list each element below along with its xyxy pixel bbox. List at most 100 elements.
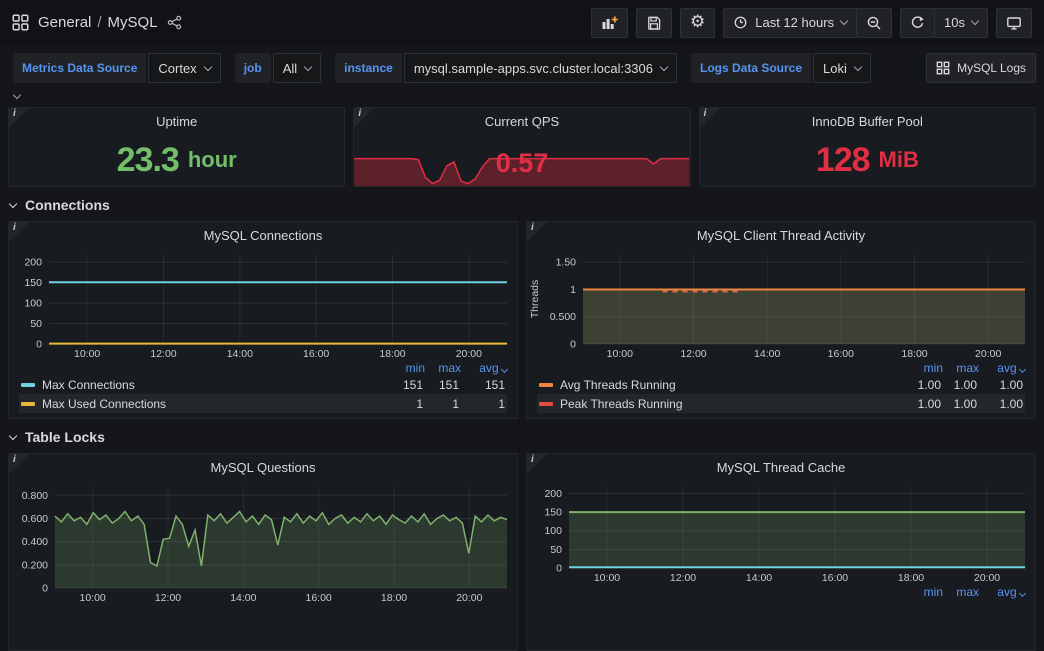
breadcrumb-dashboard[interactable]: MySQL bbox=[107, 14, 158, 31]
panel-info-icon[interactable]: i bbox=[699, 108, 720, 128]
panel-title[interactable]: Current QPS bbox=[484, 114, 560, 129]
dashboard-variables-row: Metrics Data Source Cortex job All insta… bbox=[0, 45, 1044, 83]
panel-info-icon[interactable]: i bbox=[527, 454, 547, 474]
thread-cache-graph[interactable]: 10:00 12:00 14:00 16:00 18:00 20:00 0 50 100 150 2… bbox=[527, 480, 1035, 584]
stat-number: 23.3 bbox=[116, 140, 180, 179]
legend-col-max[interactable]: max bbox=[956, 360, 979, 375]
series-max: 1.00 bbox=[953, 396, 977, 411]
thread-activity-graph[interactable]: 10:00 12:00 14:00 16:00 18:00 20:00 0 0.500 1 1.5… bbox=[527, 248, 1035, 360]
panel-info-icon[interactable]: i bbox=[527, 222, 547, 242]
table-locks-row: i MySQL Questions 10:00 12:00 14:00 16:00 18… bbox=[8, 453, 1036, 651]
dashboard-settings-button[interactable]: ⚙ bbox=[680, 7, 716, 38]
row-collapse-toggle[interactable] bbox=[8, 83, 1036, 107]
panel-mysql-questions: i MySQL Questions 10:00 12:00 14:00 16:00 18… bbox=[8, 453, 518, 651]
instance-dropdown[interactable]: mysql.sample-apps.svc.cluster.local:3306 bbox=[403, 53, 677, 83]
legend-col-min[interactable]: min bbox=[923, 360, 943, 375]
mysql-questions-graph[interactable]: 10:00 12:00 14:00 16:00 18:00 20:00 0 0.200 0.40… bbox=[9, 480, 517, 604]
series-min: 151 bbox=[402, 377, 423, 392]
uptime-value: 23.3 hour bbox=[9, 134, 344, 186]
legend: min max avg Avg Threads Running 1.00 1.0… bbox=[527, 360, 1035, 413]
svg-text:10:00: 10:00 bbox=[607, 348, 633, 360]
series-min: 1.00 bbox=[917, 377, 941, 392]
legend-series-toggle[interactable]: Peak Threads Running bbox=[539, 397, 905, 411]
panel-title[interactable]: MySQL Client Thread Activity bbox=[696, 228, 866, 243]
legend-col-min[interactable]: min bbox=[405, 360, 425, 375]
legend-row-max-connections: Max Connections 151 151 151 bbox=[19, 375, 507, 394]
add-panel-button[interactable] bbox=[591, 7, 628, 38]
series-name: Max Used Connections bbox=[42, 396, 167, 411]
panel-title[interactable]: MySQL Thread Cache bbox=[716, 460, 846, 475]
panel-info-icon[interactable]: i bbox=[9, 108, 29, 128]
share-icon[interactable] bbox=[167, 15, 182, 30]
legend-col-avg[interactable]: avg bbox=[979, 361, 1027, 375]
series-swatch bbox=[21, 401, 35, 406]
job-dropdown[interactable]: All bbox=[272, 53, 322, 83]
chevron-down-icon bbox=[1018, 365, 1027, 373]
svg-text:200: 200 bbox=[24, 257, 42, 269]
section-connections[interactable]: Connections bbox=[8, 195, 1036, 215]
svg-text:50: 50 bbox=[550, 544, 562, 556]
zoom-out-icon bbox=[867, 16, 881, 29]
svg-text:20:00: 20:00 bbox=[975, 348, 1001, 360]
section-table-locks[interactable]: Table Locks bbox=[8, 427, 1036, 447]
refresh-button[interactable] bbox=[900, 7, 936, 38]
legend-header: min max avg bbox=[19, 360, 509, 375]
svg-text:100: 100 bbox=[544, 525, 562, 537]
legend-col-min[interactable]: min bbox=[923, 584, 943, 599]
save-dashboard-button[interactable] bbox=[636, 7, 672, 38]
panel-info-icon[interactable]: i bbox=[354, 108, 375, 128]
svg-text:12:00: 12:00 bbox=[150, 348, 176, 360]
svg-text:16:00: 16:00 bbox=[828, 348, 854, 360]
svg-text:14:00: 14:00 bbox=[227, 348, 253, 360]
buffer-pool-value: 128 MiB bbox=[700, 134, 1035, 186]
series-avg: 151 bbox=[484, 377, 505, 392]
legend-col-max[interactable]: max bbox=[956, 584, 979, 599]
variable-metrics-datasource: Metrics Data Source Cortex bbox=[13, 53, 221, 83]
svg-text:0.400: 0.400 bbox=[22, 536, 48, 548]
panel-info-icon[interactable]: i bbox=[9, 222, 29, 242]
legend-header: min max avg bbox=[537, 360, 1027, 375]
panel-title[interactable]: MySQL Connections bbox=[203, 228, 323, 243]
legend: min max avg bbox=[527, 584, 1035, 599]
mysql-connections-graph[interactable]: 10:00 12:00 14:00 16:00 18:00 20:00 0 50 100 150 2… bbox=[9, 248, 517, 360]
series-swatch bbox=[21, 382, 35, 387]
series-min: 1 bbox=[416, 396, 423, 411]
svg-text:12:00: 12:00 bbox=[670, 572, 696, 584]
refresh-interval-dropdown[interactable]: 10s bbox=[934, 7, 988, 38]
dashboards-grid-icon[interactable] bbox=[12, 14, 29, 31]
svg-text:1: 1 bbox=[570, 284, 576, 296]
cycle-view-mode-button[interactable] bbox=[996, 7, 1032, 38]
panel-title[interactable]: InnoDB Buffer Pool bbox=[811, 114, 923, 129]
top-navbar: General / MySQL ⚙ bbox=[0, 0, 1044, 45]
legend-series-toggle[interactable]: Avg Threads Running bbox=[539, 378, 905, 392]
breadcrumb-folder[interactable]: General bbox=[38, 14, 92, 31]
metrics-datasource-dropdown[interactable]: Cortex bbox=[148, 53, 221, 83]
mysql-logs-label: MySQL Logs bbox=[957, 61, 1026, 75]
mysql-logs-link-button[interactable]: MySQL Logs bbox=[926, 53, 1036, 83]
legend-col-avg[interactable]: avg bbox=[979, 585, 1027, 599]
legend-col-avg[interactable]: avg bbox=[461, 361, 509, 375]
series-avg: 1 bbox=[498, 396, 505, 411]
legend-row-avg-threads-running: Avg Threads Running 1.00 1.00 1.00 bbox=[537, 375, 1025, 394]
time-range-picker[interactable]: Last 12 hours bbox=[723, 7, 858, 38]
svg-text:10:00: 10:00 bbox=[594, 572, 620, 584]
breadcrumb-separator: / bbox=[97, 14, 102, 31]
panel-title[interactable]: Uptime bbox=[156, 114, 198, 129]
legend-series-toggle[interactable]: Max Connections bbox=[21, 378, 387, 392]
logs-datasource-dropdown[interactable]: Loki bbox=[813, 53, 871, 83]
chevron-down-icon bbox=[8, 199, 18, 208]
panel-title[interactable]: MySQL Questions bbox=[210, 460, 316, 475]
panel-uptime: i Uptime 23.3 hour bbox=[8, 107, 346, 187]
series-max: 1 bbox=[452, 396, 459, 411]
svg-text:0: 0 bbox=[42, 583, 48, 595]
zoom-out-button[interactable] bbox=[856, 7, 893, 38]
svg-text:0.200: 0.200 bbox=[22, 559, 48, 571]
legend-series-toggle[interactable]: Max Used Connections bbox=[21, 397, 387, 411]
panel-info-icon[interactable]: i bbox=[9, 454, 29, 474]
svg-text:0.500: 0.500 bbox=[550, 311, 576, 323]
svg-text:0: 0 bbox=[570, 339, 576, 351]
svg-text:20:00: 20:00 bbox=[456, 592, 482, 604]
svg-text:18:00: 18:00 bbox=[381, 592, 407, 604]
legend-col-max[interactable]: max bbox=[438, 360, 461, 375]
stat-number: 128 bbox=[815, 140, 871, 179]
